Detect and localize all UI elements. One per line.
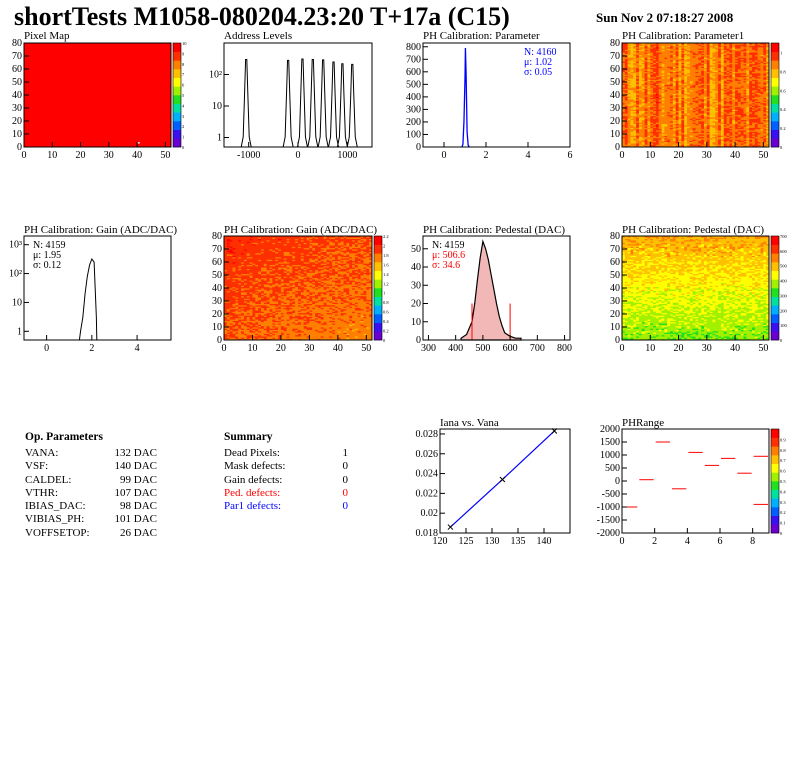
pixel-map-palette-band: [173, 112, 181, 121]
address-level-peak: [329, 62, 339, 147]
pixel-map-palette-label: 10: [182, 41, 187, 46]
x-tick-label: -1000: [237, 150, 260, 161]
y-tick-label: 600: [406, 67, 421, 78]
pixel-map-palette-label: 3: [182, 114, 185, 119]
pixel-map-palette-band: [173, 95, 181, 104]
y-tick-label: 400: [406, 92, 421, 103]
y-tick-label: 20: [12, 116, 22, 127]
address-level-peak: [318, 60, 328, 147]
y-tick-label: 300: [406, 104, 421, 115]
address-level-peak: [347, 64, 357, 147]
y-tick-label: 0: [416, 142, 421, 153]
y-tick-label: 30: [12, 103, 22, 114]
ph-cal-param-histogram: [462, 48, 469, 147]
y-tick-label: 500: [406, 79, 421, 90]
pixel-map-palette-band: [173, 104, 181, 113]
address-level-peak: [283, 60, 293, 147]
pixel-map-palette-band: [173, 78, 181, 87]
pixel-map-palette-band: [173, 138, 181, 147]
x-tick-label: 30: [104, 150, 114, 161]
pixel-map-palette-label: 2: [182, 124, 184, 129]
address-level-peak: [337, 64, 347, 147]
y-tick-label: 700: [406, 54, 421, 65]
address-level-peak: [297, 59, 307, 147]
x-tick-label: 1000: [337, 150, 357, 161]
y-tick-label: 100: [406, 129, 421, 140]
pixel-map-palette-label: 0: [182, 145, 185, 150]
pixel-map-palette-label: 4: [182, 103, 185, 108]
y-tick-label: 10: [12, 129, 22, 140]
x-tick-label: 6: [568, 150, 573, 161]
address-levels-chart: -1000 0 1000 1 10 10²: [209, 43, 372, 161]
pixel-map-palette-band: [173, 69, 181, 78]
x-tick-label: 0: [22, 150, 27, 161]
address-level-peak: [241, 59, 251, 147]
y-tick-label: 10²: [209, 70, 222, 81]
y-tick-label: 1: [217, 133, 222, 144]
address-level-peak: [308, 59, 318, 147]
y-tick-label: 70: [12, 51, 22, 62]
x-tick-label: 10: [47, 150, 57, 161]
ph-cal-param1-map-chart: 0 10 20 30 40 500102030405060708000.20.40.60.…: [610, 38, 786, 161]
pixel-map-palette-label: 7: [182, 72, 185, 77]
x-tick-label: 4: [526, 150, 531, 161]
y-tick-label: 800: [406, 42, 421, 53]
x-tick-label: 40: [132, 150, 142, 161]
pixel-map-palette-band: [173, 86, 181, 95]
x-tick-label: 0: [442, 150, 447, 161]
ph-cal-param-stat: σ: 0.05: [524, 67, 552, 78]
pixel-map-palette-band: [173, 130, 181, 139]
pixel-map-palette-band: [173, 60, 181, 69]
x-tick-label: 50: [160, 150, 170, 161]
pixel-map-palette-label: 8: [182, 62, 185, 67]
y-tick-label: 200: [406, 117, 421, 128]
pixel-map-palette-label: 5: [182, 93, 185, 98]
y-tick-label: 60: [12, 64, 22, 75]
pixel-map-palette-band: [173, 52, 181, 61]
pixel-map-palette-label: 9: [182, 51, 185, 56]
pixel-map-palette-label: 1: [182, 135, 184, 140]
y-tick-label: 40: [12, 90, 22, 101]
y-tick-label: 50: [12, 77, 22, 88]
pixel-map-palette-band: [173, 121, 181, 130]
pixel-map-palette-band: [173, 43, 181, 52]
x-tick-label: 0: [296, 150, 301, 161]
x-tick-label: 20: [76, 150, 86, 161]
pixel-map-palette-label: 6: [182, 83, 185, 88]
y-tick-label: 80: [12, 38, 22, 49]
y-tick-label: 0: [17, 142, 22, 153]
x-tick-label: 2: [484, 150, 489, 161]
y-tick-label: 10: [212, 101, 222, 112]
